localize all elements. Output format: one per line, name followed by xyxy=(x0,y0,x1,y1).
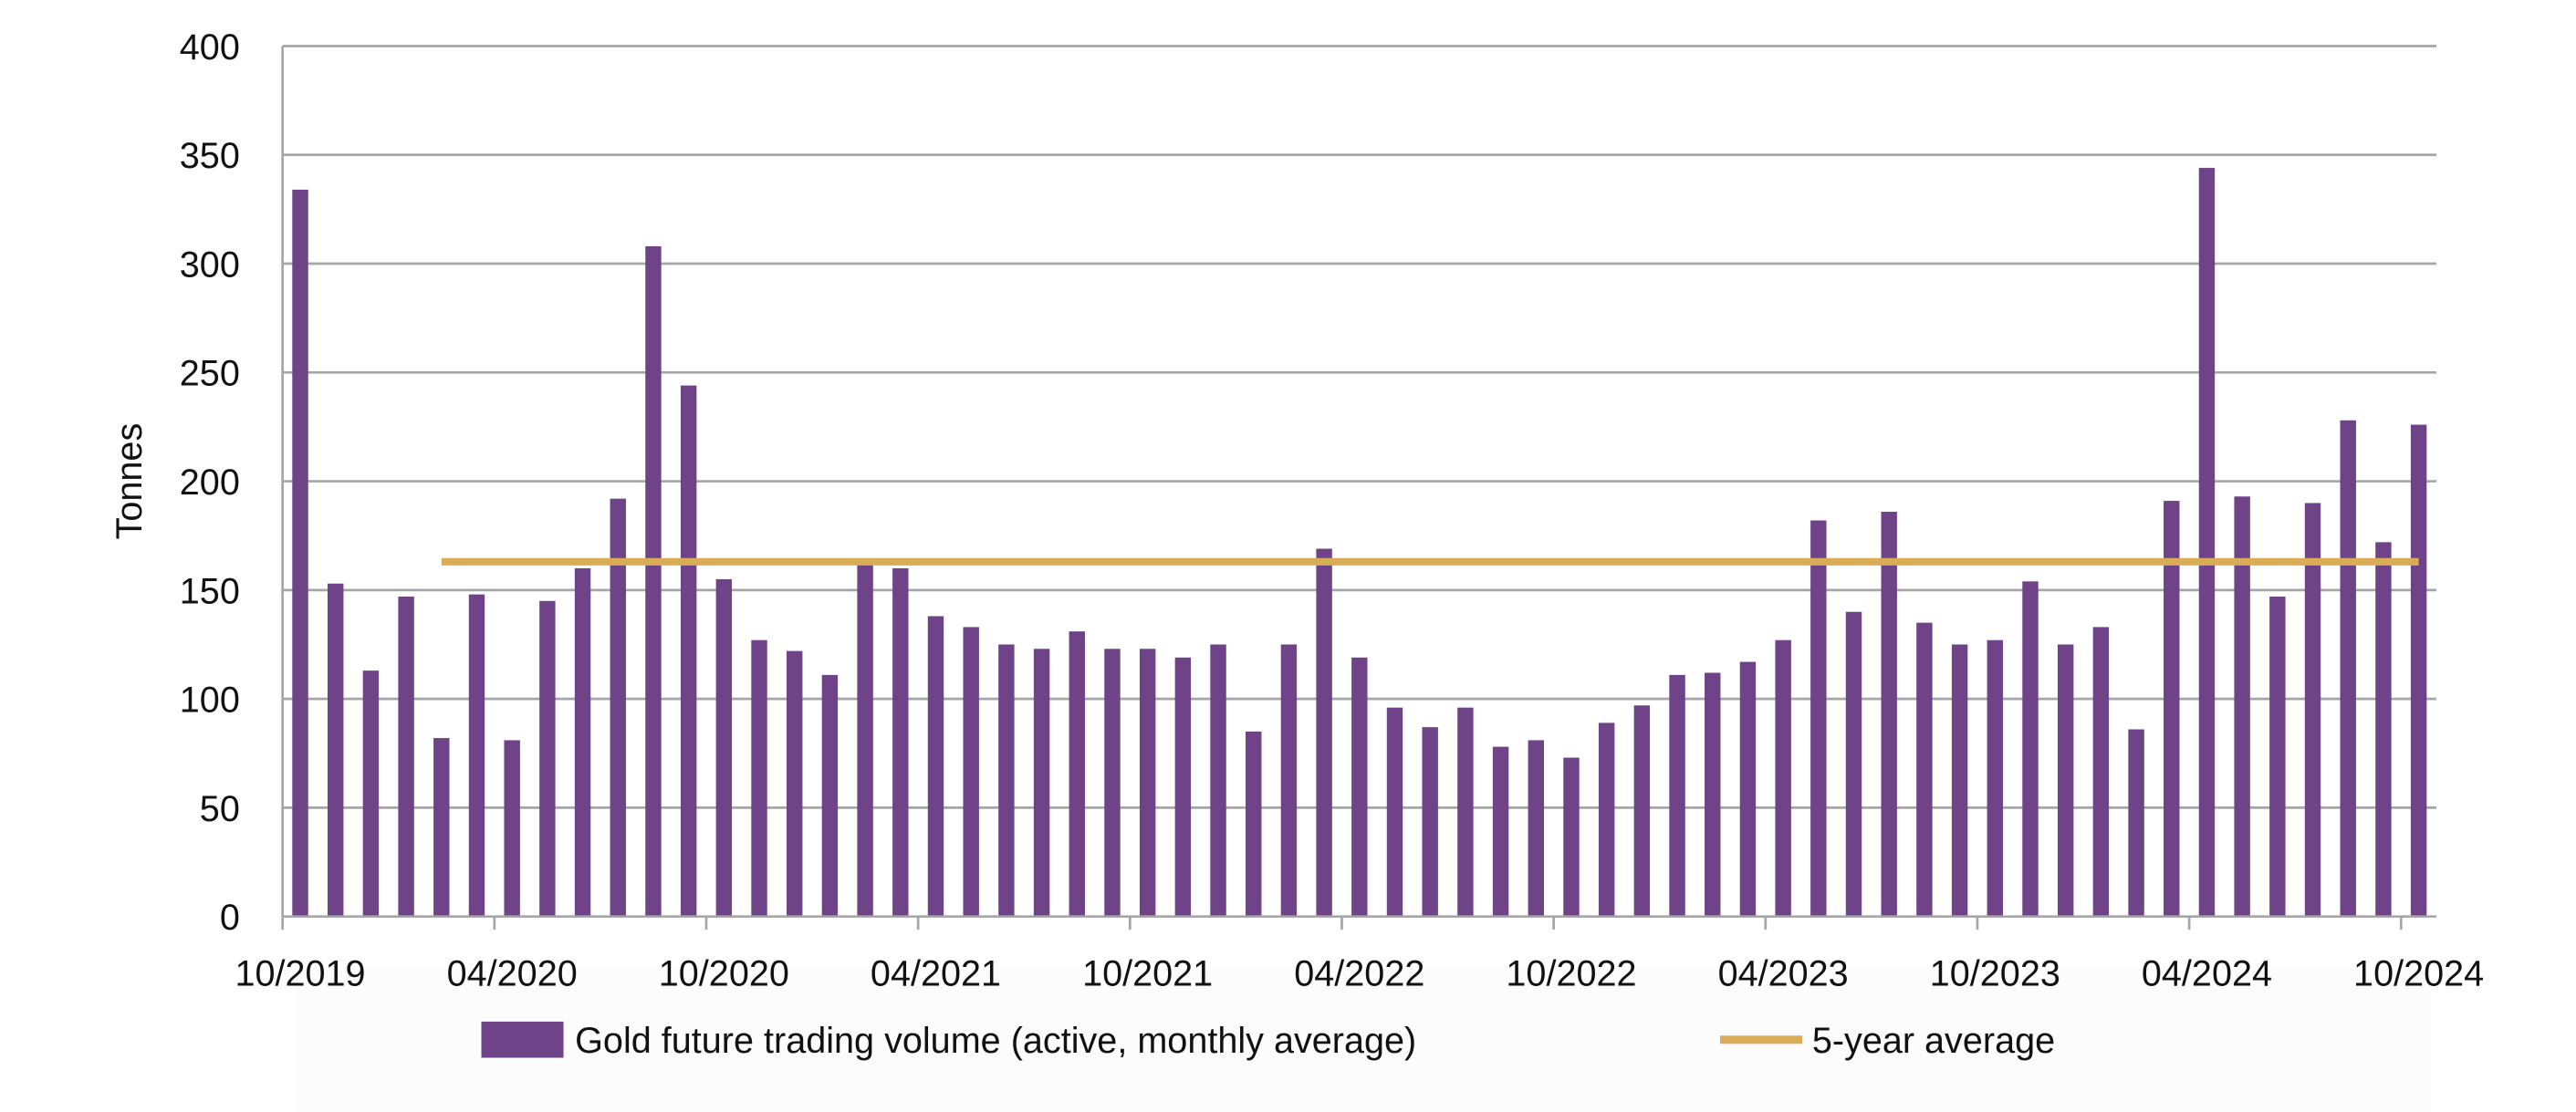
bars xyxy=(292,168,2427,917)
bar-12-2020 xyxy=(787,650,803,917)
bar-06-2023 xyxy=(1845,611,1862,917)
bar-03-2020 xyxy=(468,594,485,917)
y-axis-label: Tonnes xyxy=(110,423,150,540)
bar-07-2023 xyxy=(1881,511,1897,917)
bar-10-2023 xyxy=(1987,639,2004,917)
y-tick-label: 350 xyxy=(180,136,240,176)
y-tick-label: 200 xyxy=(180,462,240,503)
bar-11-2022 xyxy=(1598,722,1615,917)
bar-07-2020 xyxy=(610,498,626,917)
x-tick-label: 04/2024 xyxy=(2142,953,2272,993)
x-tick-label: 10/2022 xyxy=(1506,953,1636,993)
x-tick-label: 10/2021 xyxy=(1082,953,1213,993)
legend: Gold future trading volume (active, mont… xyxy=(481,1021,2055,1061)
y-tick-label: 150 xyxy=(180,571,240,611)
bar-10-2021 xyxy=(1139,649,1156,917)
bar-05-2021 xyxy=(963,627,979,917)
bar-09-2021 xyxy=(1104,649,1121,917)
x-tick-label: 10/2020 xyxy=(659,953,789,993)
x-tick-label: 04/2020 xyxy=(447,953,578,993)
bar-09-2023 xyxy=(1951,644,1968,917)
legend-swatch-bars xyxy=(481,1021,564,1058)
x-tick-label: 10/2019 xyxy=(235,953,365,993)
bar-03-2023 xyxy=(1739,661,1757,917)
bar-08-2024 xyxy=(2340,420,2356,917)
x-tick-label: 10/2024 xyxy=(2353,953,2484,993)
bar-06-2020 xyxy=(574,568,591,917)
bar-02-2021 xyxy=(857,561,873,917)
bar-11-2020 xyxy=(751,639,767,917)
bar-05-2024 xyxy=(2234,496,2250,917)
bar-08-2023 xyxy=(1916,622,1933,917)
bar-07-2021 xyxy=(1033,649,1050,917)
bar-03-2022 xyxy=(1316,548,1332,917)
bar-04-2022 xyxy=(1351,657,1368,917)
bar-11-2023 xyxy=(2022,581,2039,917)
bar-09-2020 xyxy=(680,385,697,917)
bar-02-2022 xyxy=(1280,644,1298,917)
bar-04-2020 xyxy=(504,740,520,917)
bar-03-2021 xyxy=(892,568,909,917)
bar-05-2023 xyxy=(1810,520,1827,917)
bar-01-2023 xyxy=(1669,674,1685,917)
legend-background xyxy=(296,969,2432,1112)
legend-label-line: 5-year average xyxy=(1812,1021,2055,1061)
bar-06-2024 xyxy=(2269,597,2286,917)
bar-03-2024 xyxy=(2164,501,2180,917)
bar-10-2024 xyxy=(2410,424,2427,917)
bar-05-2020 xyxy=(539,600,556,917)
bar-06-2022 xyxy=(1422,727,1438,917)
bar-12-2022 xyxy=(1633,705,1651,917)
bar-02-2020 xyxy=(433,738,450,917)
bar-12-2019 xyxy=(362,670,380,917)
bar-11-2019 xyxy=(328,583,344,917)
y-tick-label: 300 xyxy=(180,244,240,285)
bar-10-2019 xyxy=(292,189,308,917)
bar-02-2023 xyxy=(1705,672,1721,917)
bar-09-2022 xyxy=(1528,740,1544,917)
bar-04-2023 xyxy=(1775,639,1791,917)
bar-04-2021 xyxy=(927,616,944,917)
bar-10-2020 xyxy=(715,578,733,917)
bar-04-2024 xyxy=(2198,168,2216,917)
x-tick-label: 04/2022 xyxy=(1294,953,1424,993)
x-axis-ticks: 10/2019 04/2020 10/2020 04/2021 10/2021 04/20… xyxy=(235,916,2484,993)
bar-01-2021 xyxy=(821,674,839,917)
bar-08-2021 xyxy=(1069,631,1085,917)
y-tick-label: 400 xyxy=(180,27,240,68)
axes xyxy=(281,46,2436,919)
y-tick-label: 0 xyxy=(220,898,240,938)
bar-07-2022 xyxy=(1457,707,1474,917)
bar-08-2020 xyxy=(645,245,662,917)
y-tick-label: 250 xyxy=(180,354,240,394)
bar-02-2024 xyxy=(2128,729,2144,917)
x-tick-label: 04/2023 xyxy=(1718,953,1849,993)
bar-08-2022 xyxy=(1492,746,1509,917)
x-tick-label: 10/2023 xyxy=(1930,953,2060,993)
bar-06-2021 xyxy=(998,644,1015,917)
bar-09-2024 xyxy=(2375,542,2392,917)
bar-01-2020 xyxy=(398,597,414,917)
bar-01-2024 xyxy=(2092,627,2110,917)
legend-label-bars: Gold future trading volume (active, mont… xyxy=(575,1021,1416,1061)
y-tick-label: 50 xyxy=(200,789,240,829)
bar-01-2022 xyxy=(1246,731,1262,917)
bar-10-2022 xyxy=(1563,757,1580,917)
bar-11-2021 xyxy=(1174,657,1192,917)
x-tick-label: 04/2021 xyxy=(871,953,1001,993)
bar-07-2024 xyxy=(2304,503,2321,917)
bar-12-2023 xyxy=(2057,644,2074,917)
bar-12-2021 xyxy=(1210,644,1226,917)
y-axis-ticks: 0 50 100 150 200 250 300 350 400 xyxy=(180,27,240,938)
y-tick-label: 100 xyxy=(180,681,240,721)
bar-05-2022 xyxy=(1386,707,1403,917)
